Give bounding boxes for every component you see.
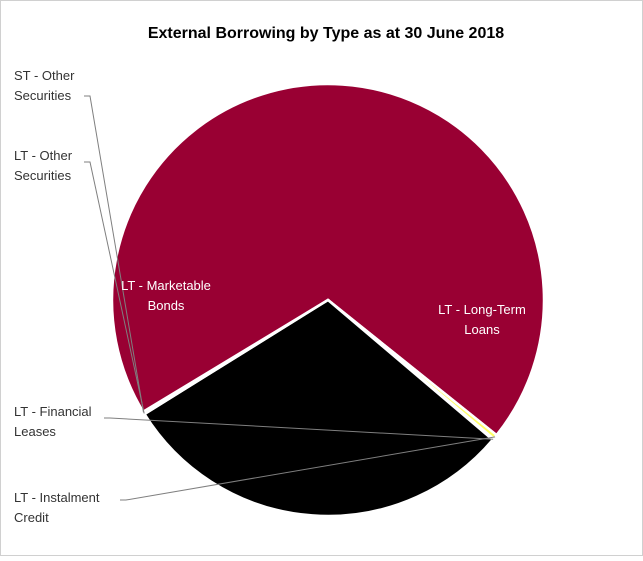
leader-line-lt-other-securities: [84, 161, 145, 414]
slice-label-st-other-securities: ST - Other Securities: [14, 68, 75, 103]
leader-line-lt-instalment-credit: [120, 436, 496, 501]
slice-label-lt-instalment-credit: LT - Instalment Credit: [14, 490, 100, 525]
pie-slice-lt-long-term-loans: [110, 82, 546, 437]
leader-line-st-other-securities: [84, 95, 144, 413]
pie-slice-lt-marketable-bonds: [143, 298, 494, 518]
slice-label-lt-long-term-loans: LT - Long-Term Loans: [438, 302, 526, 337]
chart-title: External Borrowing by Type as at 30 June…: [148, 25, 504, 42]
slice-label-lt-other-securities: LT - Other Securities: [14, 148, 73, 183]
leader-line-lt-financial-leases: [104, 417, 494, 440]
slice-label-lt-financial-leases: LT - Financial Leases: [14, 404, 92, 439]
slice-label-lt-marketable-bonds: LT - Marketable Bonds: [121, 278, 211, 313]
